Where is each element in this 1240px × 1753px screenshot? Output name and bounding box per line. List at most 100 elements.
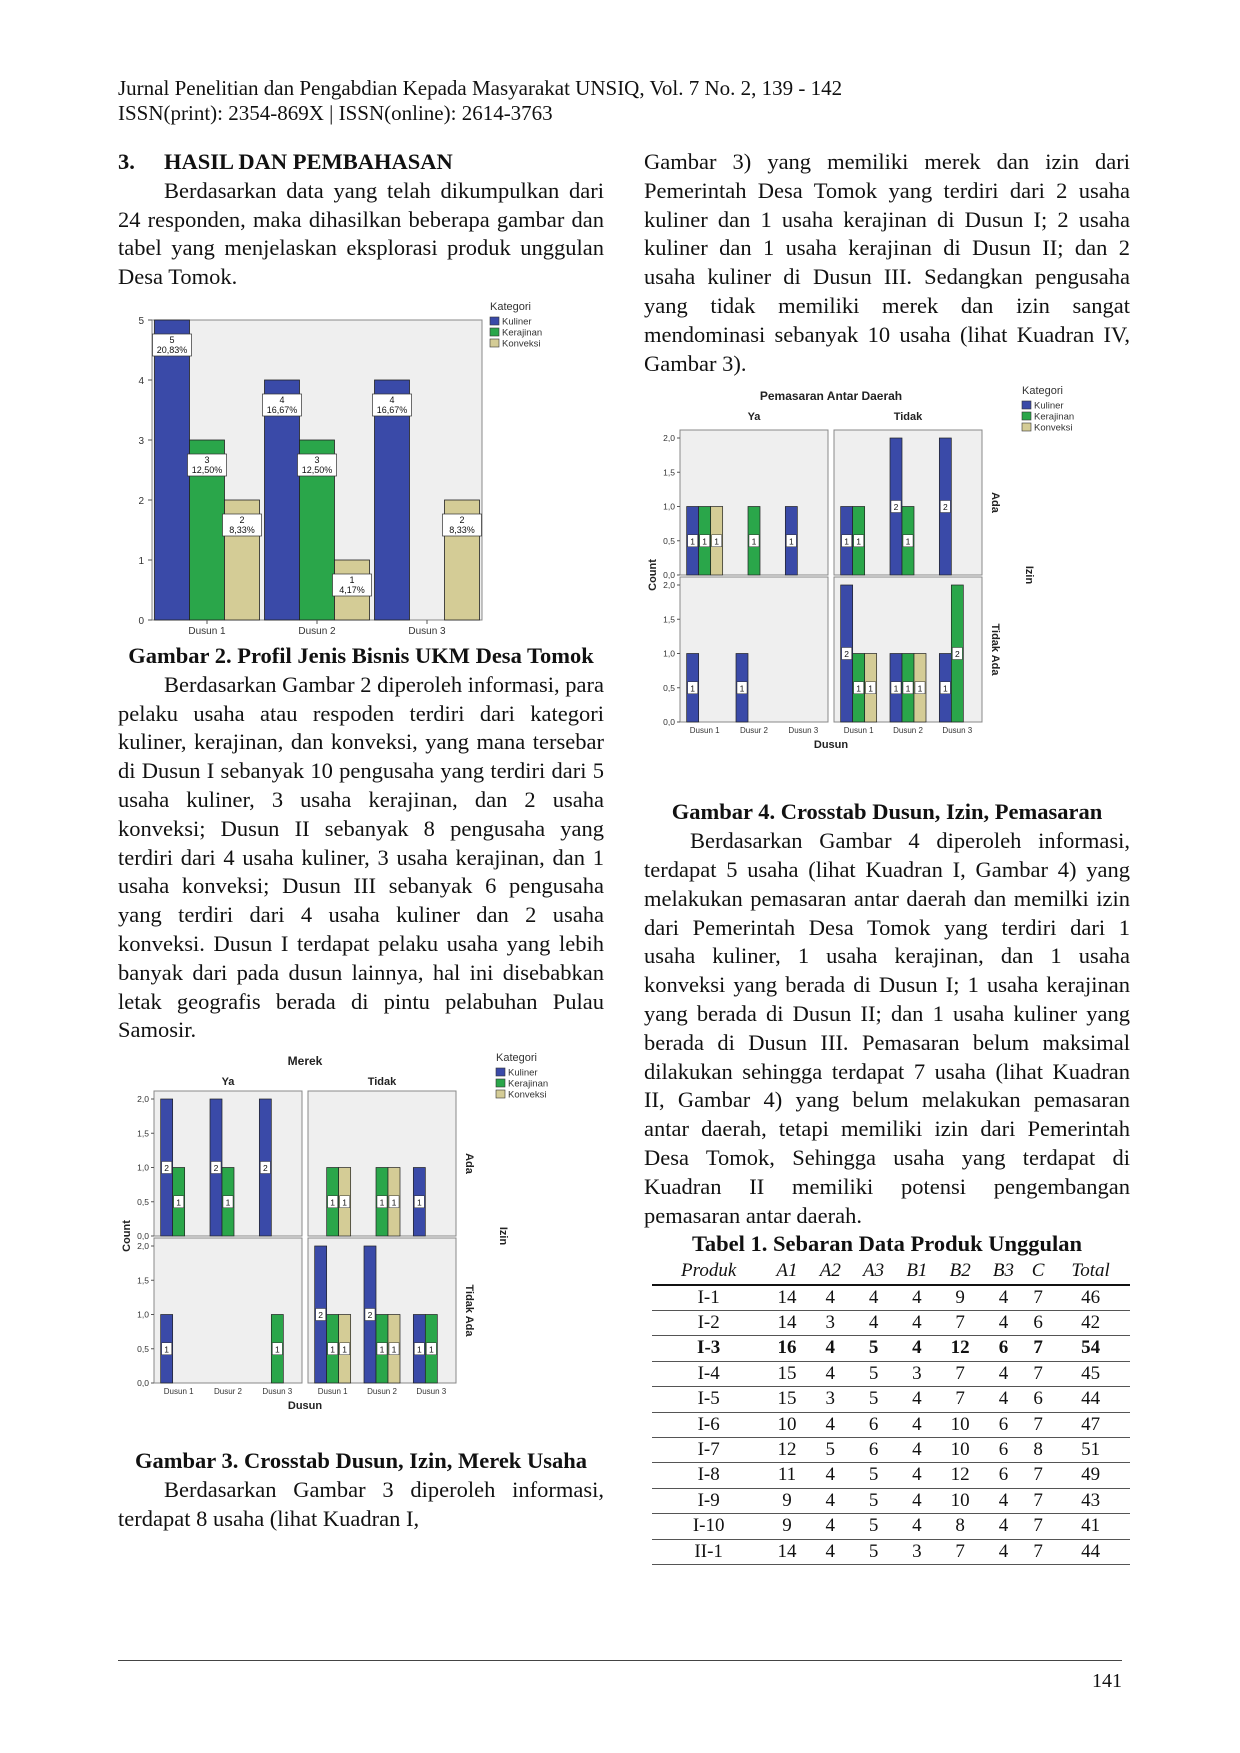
data-label: 1 [868,684,873,694]
table-cell: 7 [1025,1412,1052,1438]
y-tick-label: 1,5 [663,468,675,478]
table-cell: 6 [1025,1386,1052,1413]
legend-title: Kategori [1022,385,1063,397]
paragraph: Gambar 3) yang memiliki merek dan izin d… [644,149,1130,376]
table-cell: II-1 [652,1539,766,1566]
data-label-box [210,1161,222,1174]
data-label-box [187,453,227,477]
data-label-box [748,534,760,548]
data-label-box [914,681,926,695]
table-cell: I-6 [652,1412,766,1438]
right-column: Gambar 3) yang memiliki merek dan izin d… [644,148,1130,1566]
table-cell: 4 [808,1284,852,1311]
table-header-cell: A3 [851,1259,896,1286]
figure-caption: Gambar 4. Crosstab Dusun, Izin, Pemasara… [671,799,1103,825]
table-cell: 4 [895,1335,939,1362]
data-label-box [388,1195,400,1209]
table-cell: 4 [981,1513,1026,1540]
table-cell: 7 [938,1539,982,1566]
table-cell: 4 [808,1335,852,1362]
paragraph: Berdasarkan Gambar 4 diperoleh informasi… [644,828,1130,1228]
chart-title: Pemasaran Antar Daerah [760,389,902,403]
data-label: 4,17% [339,585,365,595]
table-row: I-3 16 4 5 4 12 6 7 54 [652,1335,1130,1362]
data-label-box [161,1161,172,1174]
table-cell: 7 [1025,1335,1052,1362]
data-label: 16,67% [377,405,408,415]
data-label-box [902,681,914,695]
table-cell: 4 [895,1437,939,1464]
table-cell: 4 [895,1284,939,1311]
legend-swatch [489,338,500,348]
data-label: 8,33% [449,525,475,535]
data-label-box [315,1308,326,1321]
data-label-box [853,534,864,548]
data-label-box [222,513,262,537]
x-tick-label: Dusun 2 [367,1387,397,1396]
table-row: I-9 9 4 5 4 10 4 7 43 [652,1488,1130,1515]
table-cell: 16 [765,1335,809,1362]
table-cell: 8 [938,1513,982,1540]
data-label: 1 [380,1197,385,1207]
table-cell: I-7 [652,1437,766,1464]
x-tick-label: Dusun 3 [408,626,446,636]
data-label-box [376,1342,388,1356]
table-cell: 10 [938,1488,982,1515]
table-cell: 8 [1025,1437,1052,1464]
table-cell: 7 [1025,1488,1052,1515]
legend-label: Konveksi [502,338,541,349]
left-column: 3. HASIL DAN PEMBAHASAN Berdasarkan data … [118,148,604,1534]
table-cell: 6 [981,1335,1026,1362]
data-label: 1 [380,1344,385,1354]
table-cell: 4 [981,1488,1026,1515]
table-cell: 4 [981,1361,1026,1388]
data-label-box [297,453,337,477]
table-header-cell: A2 [808,1259,852,1286]
data-label: 2 [318,1310,323,1320]
data-label-box [376,1195,388,1209]
data-label: 1 [789,537,794,547]
paragraph: Berdasarkan data yang telah dikumpulkan … [118,177,604,290]
table-cell: 6 [981,1437,1026,1464]
table-cell: 4 [808,1539,852,1566]
data-label-box [339,1195,350,1209]
footer-rule [118,1660,1122,1661]
table-row: I-10 9 4 5 4 8 4 7 41 [652,1513,1130,1540]
table-header-cell: B1 [895,1259,939,1286]
x-tick-label: Dusun 3 [262,1387,292,1396]
data-label-box [711,534,722,548]
data-label-box [152,333,192,357]
y-tick-label: 5 [138,316,144,327]
table-cell: 5 [851,1335,896,1362]
data-label-box [414,1342,425,1356]
figure-caption: Gambar 3. Crosstab Dusun, Izin, Merek Us… [135,1448,587,1474]
table-cell: 7 [938,1386,982,1413]
data-label-box [940,681,951,695]
data-label: 1 [349,575,354,585]
table-header-cell: B2 [938,1259,982,1286]
x-tick-label: Dusun 2 [893,726,923,735]
y-axis-title: Count [121,1220,133,1252]
data-label: 2 [459,515,464,525]
data-label-box [272,1342,283,1356]
table-cell: 12 [938,1335,982,1362]
data-label: 1 [943,684,948,694]
table-cell: 4 [808,1462,852,1489]
table-cell: 3 [895,1539,939,1566]
legend-label: Konveksi [508,1090,547,1101]
data-label-box [902,534,914,548]
data-label-box [865,681,876,695]
data-label-box [222,1195,234,1209]
column-header: Ya [222,1076,236,1088]
table-cell: I-1 [652,1284,766,1311]
data-label: 1 [714,537,719,547]
data-label-box [786,534,797,548]
data-label: 1 [164,1344,169,1354]
column-header: Tidak [894,411,923,423]
data-label: 3 [204,455,209,465]
x-tick-label: Dusun 3 [416,1387,446,1396]
legend-swatch [1021,412,1032,421]
y-tick-label: 1,0 [137,1310,149,1320]
data-label: 4 [279,395,284,405]
data-label-box [841,647,852,661]
